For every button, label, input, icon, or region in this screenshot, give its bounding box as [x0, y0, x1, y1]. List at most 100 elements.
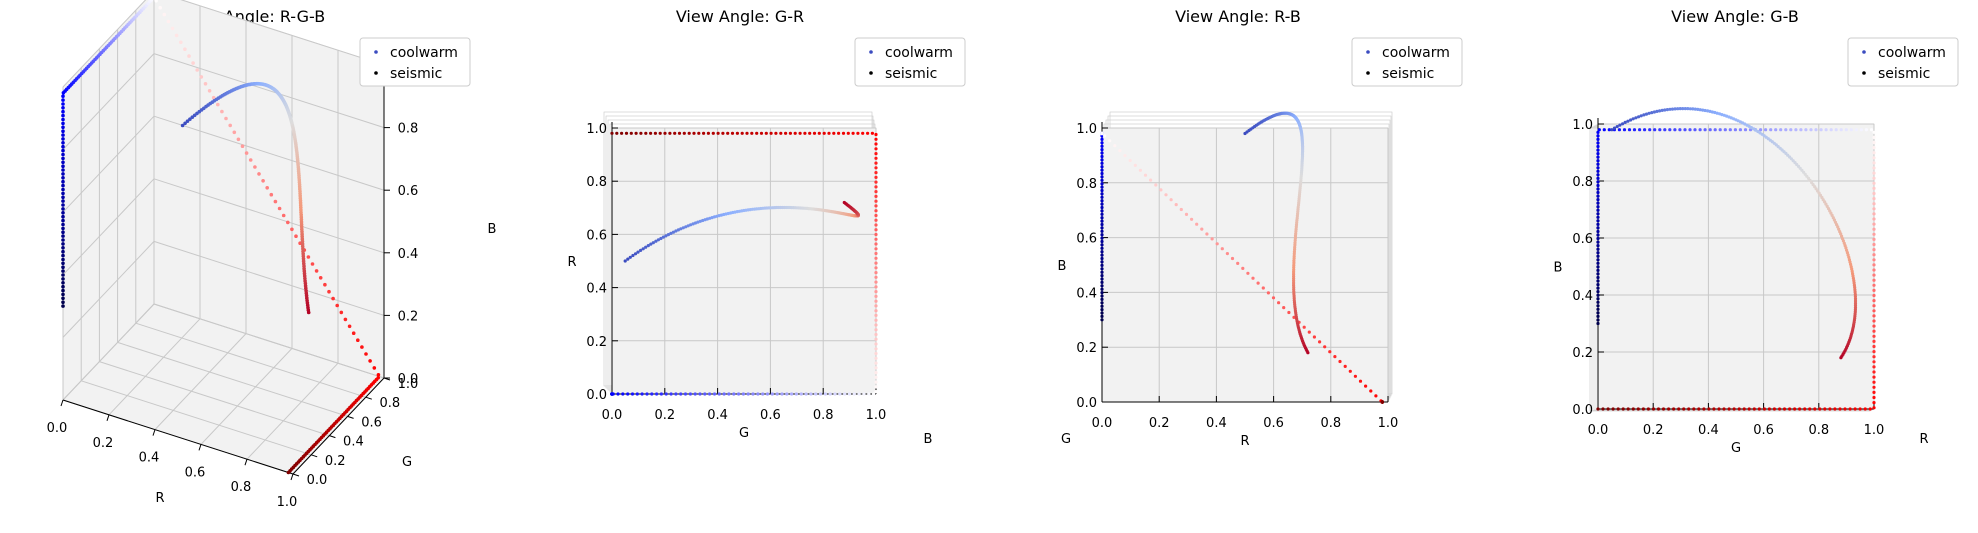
seismic-point: [286, 220, 290, 225]
z-tick-label: 0.2: [398, 309, 419, 324]
coolwarm-point: [679, 227, 683, 231]
coolwarm-point: [1847, 255, 1851, 259]
seismic-point: [730, 131, 735, 135]
seismic-point: [1808, 407, 1812, 411]
seismic-point: [1271, 296, 1276, 300]
legend-label-seismic: seismic: [885, 66, 937, 82]
seismic-point: [1596, 258, 1600, 262]
seismic-point: [1668, 128, 1672, 132]
seismic-point: [1596, 148, 1600, 152]
seismic-point: [1596, 318, 1600, 322]
panel-title: View Angle: G-B: [1671, 7, 1799, 26]
y-tick-label: 0.8: [379, 396, 400, 411]
coolwarm-point: [190, 115, 195, 119]
panel-rgb: View Angle: R-G-B0.00.00.00.20.20.20.40.…: [47, 0, 496, 510]
seismic-point: [1220, 247, 1224, 251]
seismic-point: [1872, 263, 1876, 267]
seismic-point: [1100, 243, 1104, 247]
seismic-point: [154, 0, 158, 3]
seismic-point: [1803, 407, 1807, 411]
gridline: [62, 303, 155, 401]
seismic-point: [1626, 407, 1630, 411]
seismic-point: [727, 392, 731, 396]
seismic-point: [294, 234, 298, 238]
seismic-point: [1596, 311, 1600, 315]
seismic-point: [1872, 334, 1876, 338]
seismic-point: [1663, 128, 1667, 132]
seismic-point: [61, 141, 65, 145]
seismic-point: [874, 290, 878, 294]
seismic-point: [1596, 187, 1600, 191]
seismic-point: [61, 253, 65, 258]
seismic-point: [269, 192, 274, 197]
seismic-point: [61, 164, 65, 168]
seismic-point: [1596, 261, 1600, 265]
seismic-point: [874, 242, 878, 246]
seismic-point: [1174, 203, 1178, 207]
coolwarm-point: [1652, 110, 1656, 114]
gridline: [62, 0, 147, 88]
seismic-point: [1596, 247, 1600, 251]
seismic-point: [1596, 300, 1600, 304]
coolwarm-point: [669, 231, 673, 235]
y-tick-label: 0.0: [586, 388, 607, 403]
coolwarm-point: [1637, 115, 1641, 119]
seismic-point: [688, 392, 693, 396]
seismic-point: [1215, 242, 1219, 246]
seismic-point: [650, 392, 654, 396]
y-tick-label: 0.0: [1572, 403, 1593, 418]
seismic-point: [356, 338, 360, 343]
seismic-point: [1718, 128, 1722, 132]
seismic-point: [61, 242, 65, 246]
coolwarm-point: [1725, 114, 1729, 118]
coolwarm-point: [1676, 107, 1680, 111]
seismic-point: [1872, 309, 1876, 313]
y-tick-label: 1.0: [1572, 118, 1593, 133]
seismic-point: [1638, 128, 1642, 132]
seismic-point: [1596, 226, 1600, 230]
seismic-point: [61, 113, 65, 118]
seismic-point: [1872, 355, 1876, 359]
seismic-point: [874, 237, 878, 241]
seismic-point: [1636, 407, 1640, 411]
legend-marker-seismic: [1366, 71, 1370, 75]
x-tick-label: 0.0: [47, 421, 68, 436]
seismic-point: [832, 131, 836, 135]
legend-label-seismic: seismic: [1382, 66, 1434, 82]
gridline: [200, 348, 293, 445]
seismic-point: [817, 131, 821, 135]
seismic-point: [360, 345, 364, 349]
seismic-point: [1154, 183, 1158, 187]
seismic-point: [1692, 407, 1696, 411]
seismic-point: [1872, 207, 1876, 211]
seismic-point: [640, 392, 644, 396]
seismic-point: [224, 116, 228, 121]
seismic-point: [1307, 330, 1311, 334]
y-tick: [311, 454, 318, 458]
seismic-point: [1788, 407, 1792, 411]
seismic-point: [1100, 239, 1104, 244]
seismic-point: [61, 133, 65, 137]
seismic-point: [1767, 407, 1771, 411]
coolwarm-point: [1853, 303, 1858, 307]
seismic-point: [1864, 128, 1868, 132]
seismic-point: [1100, 236, 1104, 240]
seismic-point: [1100, 263, 1104, 267]
seismic-point: [372, 366, 377, 370]
seismic-point: [61, 199, 65, 203]
seismic-point: [874, 294, 878, 298]
seismic-point: [1100, 260, 1104, 264]
coolwarm-point: [633, 252, 638, 256]
seismic-point: [1872, 186, 1876, 190]
seismic-point: [1872, 304, 1876, 308]
seismic-point: [1100, 229, 1104, 233]
seismic-point: [61, 172, 65, 176]
x-tick: [60, 399, 64, 407]
seismic-point: [1872, 191, 1876, 196]
seismic-point: [236, 137, 241, 142]
seismic-point: [750, 131, 754, 135]
y-tick: [383, 377, 391, 381]
seismic-point: [207, 89, 212, 93]
seismic-point: [1859, 128, 1863, 132]
seismic-point: [1872, 360, 1876, 364]
